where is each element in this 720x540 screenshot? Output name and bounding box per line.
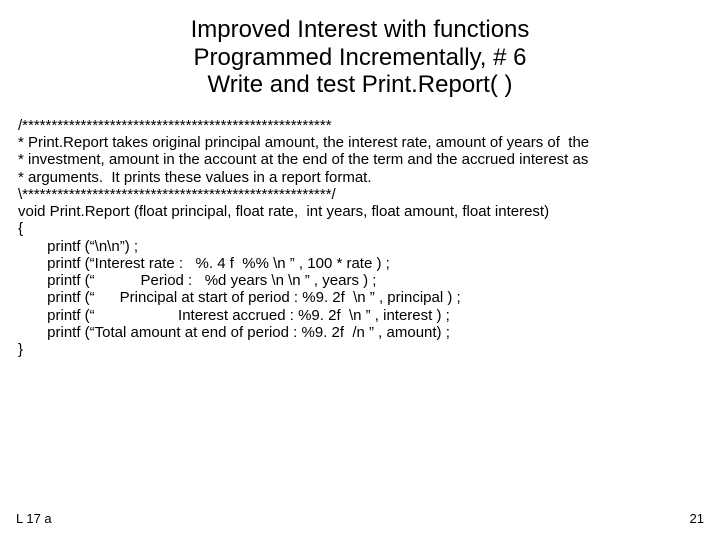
footer-left: L 17 a (16, 511, 52, 526)
code-line: /***************************************… (18, 117, 332, 134)
title-line-1: Improved Interest with functions (18, 16, 702, 44)
code-line: printf (“ Period : %d years \n \n ” , ye… (18, 272, 376, 289)
title-block: Improved Interest with functions Program… (18, 16, 702, 99)
code-line: \***************************************… (18, 186, 336, 203)
slide-container: Improved Interest with functions Program… (0, 0, 720, 540)
code-line: printf (“ Interest accrued : %9. 2f \n ”… (18, 307, 450, 324)
code-line: printf (“Total amount at end of period :… (18, 324, 450, 341)
code-line: * arguments. It prints these values in a… (18, 169, 372, 186)
title-line-3: Write and test Print.Report( ) (18, 71, 702, 99)
title-line-2: Programmed Incrementally, # 6 (18, 44, 702, 72)
code-line: * investment, amount in the account at t… (18, 151, 588, 168)
code-line: * Print.Report takes original principal … (18, 134, 589, 151)
code-line: printf (“\n\n”) ; (18, 238, 138, 255)
code-line: void Print.Report (float principal, floa… (18, 203, 549, 220)
code-block: /***************************************… (18, 117, 702, 359)
slide-number: 21 (690, 511, 704, 526)
code-line: { (18, 220, 23, 237)
code-line: printf (“ Principal at start of period :… (18, 289, 461, 306)
code-line: } (18, 341, 23, 358)
code-line: printf (“Interest rate : %. 4 f %% \n ” … (18, 255, 390, 272)
